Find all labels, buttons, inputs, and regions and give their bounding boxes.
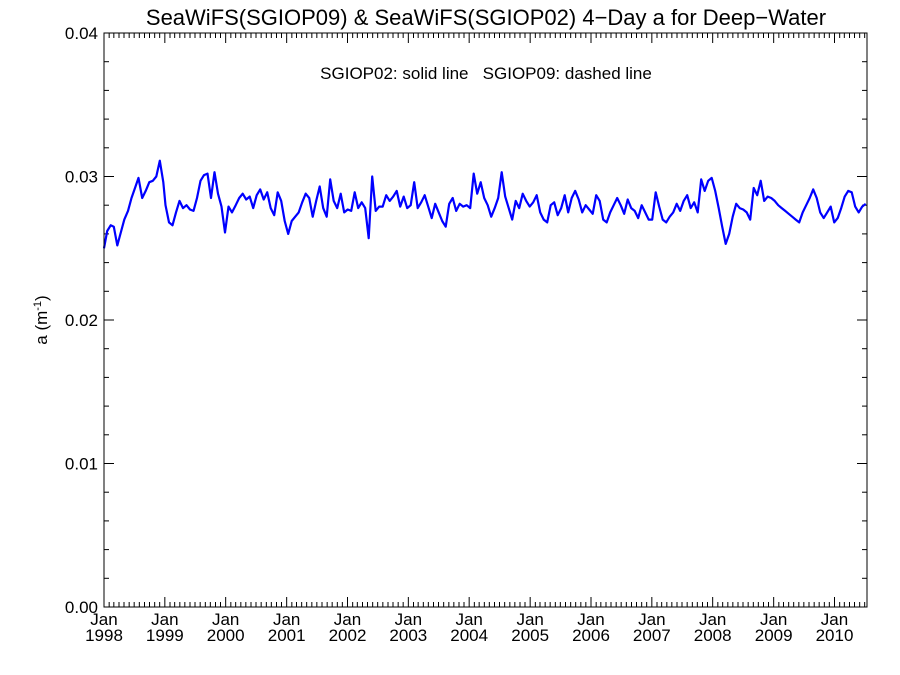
x-tick-label-year: 2007 xyxy=(633,626,671,645)
x-tick-label-month: Jan xyxy=(273,610,300,629)
y-tick-label: 0.03 xyxy=(65,168,98,187)
chart-title: SeaWiFS(SGIOP09) & SeaWiFS(SGIOP02) 4−Da… xyxy=(146,5,826,30)
y-axis-label-exponent: -1 xyxy=(32,301,44,311)
x-tick-label-year: 2006 xyxy=(572,626,610,645)
x-tick-label-year: 2001 xyxy=(268,626,306,645)
x-tick-label-year: 2003 xyxy=(389,626,427,645)
x-tick-label-month: Jan xyxy=(212,610,239,629)
y-tick-label: 0.04 xyxy=(65,24,98,43)
x-tick-label-year: 2005 xyxy=(511,626,549,645)
x-tick-label-year: 2002 xyxy=(329,626,367,645)
x-tick-label-month: Jan xyxy=(760,610,787,629)
x-tick-label-month: Jan xyxy=(577,610,604,629)
series-line xyxy=(102,159,867,249)
y-axis-label: a (m-1) xyxy=(32,295,51,344)
y-tick-label: 0.00 xyxy=(65,598,98,617)
x-tick-label-month: Jan xyxy=(699,610,726,629)
x-tick-label-year: 2008 xyxy=(694,626,732,645)
x-tick-label-month: Jan xyxy=(516,610,543,629)
y-axis-label-text: a (m xyxy=(32,311,51,345)
x-tick-label-year: 2004 xyxy=(450,626,488,645)
axis-ticks xyxy=(103,32,867,608)
series-layer xyxy=(102,159,867,249)
x-tick-label-month: Jan xyxy=(151,610,178,629)
line-style-note: SGIOP02: solid line SGIOP09: dashed line xyxy=(320,64,652,83)
y-tick-label: 0.01 xyxy=(65,455,98,474)
x-tick-label-year: 1999 xyxy=(146,626,184,645)
x-tick-label-month: Jan xyxy=(455,610,482,629)
y-tick-label: 0.02 xyxy=(65,311,98,330)
x-tick-label-month: Jan xyxy=(638,610,665,629)
axis-tick-labels: 0.000.010.020.030.04Jan1998Jan1999Jan200… xyxy=(65,24,854,645)
x-tick-label-year: 2009 xyxy=(755,626,793,645)
x-tick-label-month: Jan xyxy=(395,610,422,629)
x-tick-label-year: 1998 xyxy=(85,626,123,645)
plot-frame xyxy=(103,32,868,608)
x-tick-label-month: Jan xyxy=(90,610,117,629)
x-tick-label-year: 2010 xyxy=(816,626,854,645)
x-tick-label-month: Jan xyxy=(334,610,361,629)
x-tick-label-year: 2000 xyxy=(207,626,245,645)
y-axis-label-close: ) xyxy=(32,295,51,301)
x-tick-label-month: Jan xyxy=(821,610,848,629)
